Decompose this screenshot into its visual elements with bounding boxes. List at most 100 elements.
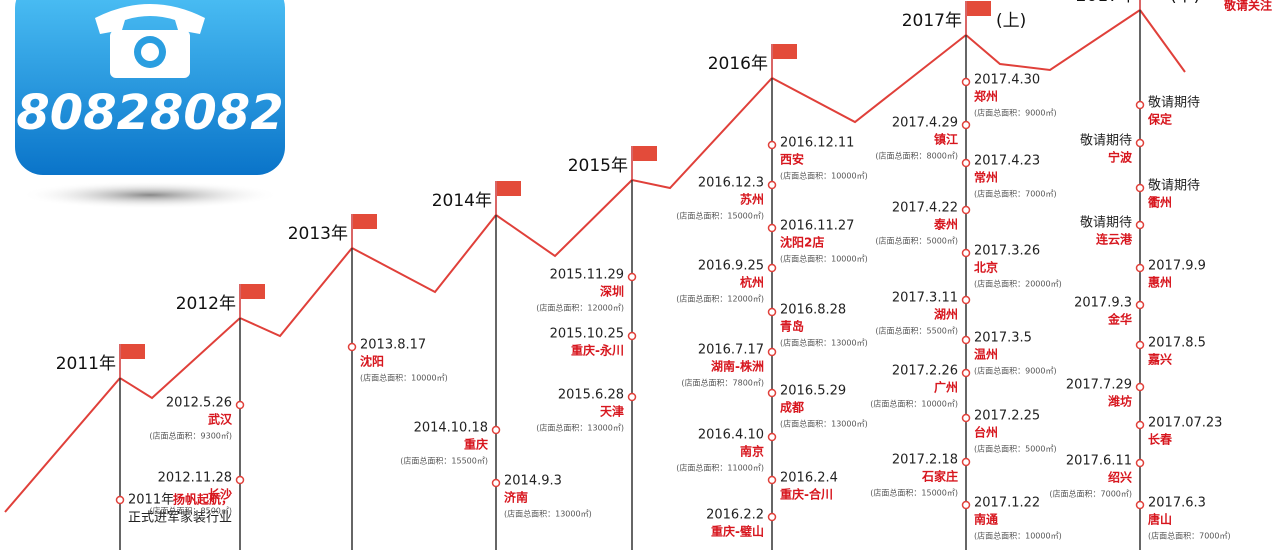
date: 2016.12.11 — [780, 136, 854, 151]
city: 苏州 — [740, 192, 764, 207]
date: 2017.7.29 — [1066, 378, 1132, 393]
area: (店面总面积：11000㎡) — [676, 463, 764, 473]
node — [1137, 222, 1144, 229]
node — [237, 402, 244, 409]
node — [1137, 140, 1144, 147]
date: 2017.07.23 — [1148, 416, 1222, 431]
city: 重庆-璧山 — [711, 524, 764, 539]
date: 2017.2.18 — [892, 453, 958, 468]
area: (店面总面积：10000㎡) — [974, 531, 1062, 541]
flag — [241, 284, 265, 299]
page: 80828082 敬请关注 2011年2011年扬帆起航，正式进军家装行业201… — [0, 0, 1278, 550]
node — [769, 349, 776, 356]
node — [1137, 422, 1144, 429]
city: 嘉兴 — [1147, 352, 1172, 367]
city: 重庆 — [464, 437, 488, 452]
flag — [633, 146, 657, 161]
date: 2013.8.17 — [360, 338, 426, 353]
shadow — [20, 181, 280, 209]
node — [1137, 265, 1144, 272]
node — [769, 182, 776, 189]
city: 长春 — [1148, 432, 1173, 447]
node — [629, 333, 636, 340]
year: 2017年 — [902, 11, 962, 31]
city: 沈阳 — [360, 354, 384, 369]
city: 长沙 — [208, 487, 232, 502]
city: 北京 — [974, 260, 998, 275]
area: (店面总面积：15000㎡) — [676, 211, 764, 221]
date: 2017.4.30 — [974, 73, 1040, 88]
date: 2017.4.29 — [892, 116, 958, 131]
notice: 敬请关注 — [1223, 0, 1272, 13]
phone-icon — [95, 4, 205, 78]
date: 2012.11.28 — [158, 471, 232, 486]
date: 2017.6.11 — [1066, 454, 1132, 469]
node — [1137, 342, 1144, 349]
node — [963, 207, 970, 214]
year: 2013年 — [288, 224, 348, 244]
area: (店面总面积：12000㎡) — [676, 294, 764, 304]
node — [349, 344, 356, 351]
city: 成都 — [780, 400, 804, 415]
date: 敬请期待 — [1080, 215, 1132, 231]
date: 2014.10.18 — [414, 421, 488, 436]
city: 杭州 — [740, 275, 764, 290]
node — [1137, 384, 1144, 391]
city: 重庆-合川 — [780, 487, 833, 502]
flag — [967, 1, 991, 16]
city: 常州 — [974, 170, 998, 185]
area: (店面总面积：8500㎡) — [149, 506, 232, 516]
year: 2015年 — [568, 156, 628, 176]
area: (店面总面积：5000㎡) — [875, 236, 958, 246]
area: (店面总面积：13000㎡) — [504, 509, 592, 519]
area: (店面总面积：5500㎡) — [875, 326, 958, 336]
city: 湖州 — [934, 307, 958, 322]
date: 2017.3.11 — [892, 291, 958, 306]
node — [493, 480, 500, 487]
date: 2017.6.3 — [1148, 496, 1206, 511]
date: 2012.5.26 — [166, 396, 232, 411]
date: 2017.8.5 — [1148, 336, 1206, 351]
city: 湖南-株洲 — [711, 359, 764, 374]
area: (店面总面积：7000㎡) — [1049, 489, 1132, 499]
node — [769, 265, 776, 272]
date: 2017.1.22 — [974, 496, 1040, 511]
date: 2016.11.27 — [780, 219, 854, 234]
node — [963, 297, 970, 304]
city: 沈阳2店 — [780, 235, 824, 250]
area: (店面总面积：13000㎡) — [780, 419, 868, 429]
node — [769, 309, 776, 316]
node — [769, 225, 776, 232]
area: (店面总面积：9000㎡) — [974, 108, 1057, 118]
phone-number: 80828082 — [16, 85, 283, 141]
area: (店面总面积：7000㎡) — [974, 189, 1057, 199]
date: 敬请期待 — [1080, 133, 1132, 149]
year: 2017年 — [1076, 0, 1136, 6]
city: 重庆-永川 — [571, 343, 624, 358]
date: 敬请期待 — [1148, 178, 1200, 194]
date: 2016.4.10 — [698, 428, 764, 443]
area: (店面总面积：15500㎡) — [400, 456, 488, 466]
city: 青岛 — [780, 319, 804, 334]
flag — [497, 181, 521, 196]
year-note: (下) — [1170, 0, 1200, 6]
year: 2012年 — [176, 294, 236, 314]
city: 潍坊 — [1107, 394, 1132, 409]
date: 2016.8.28 — [780, 303, 846, 318]
city: 泰州 — [933, 217, 958, 232]
city: 天津 — [600, 404, 624, 419]
area: (店面总面积：7000㎡) — [1148, 531, 1231, 541]
area: (店面总面积：10000㎡) — [870, 399, 958, 409]
node — [963, 370, 970, 377]
city: 西安 — [780, 152, 804, 167]
date: 2017.2.25 — [974, 409, 1040, 424]
year: 2014年 — [432, 191, 492, 211]
date: 2017.2.26 — [892, 364, 958, 379]
date: 敬请期待 — [1148, 95, 1200, 111]
city: 石家庄 — [921, 469, 958, 484]
city: 南通 — [974, 512, 998, 527]
date: 2017.9.3 — [1074, 296, 1132, 311]
area: (店面总面积：20000㎡) — [974, 279, 1062, 289]
node — [493, 427, 500, 434]
node — [629, 394, 636, 401]
